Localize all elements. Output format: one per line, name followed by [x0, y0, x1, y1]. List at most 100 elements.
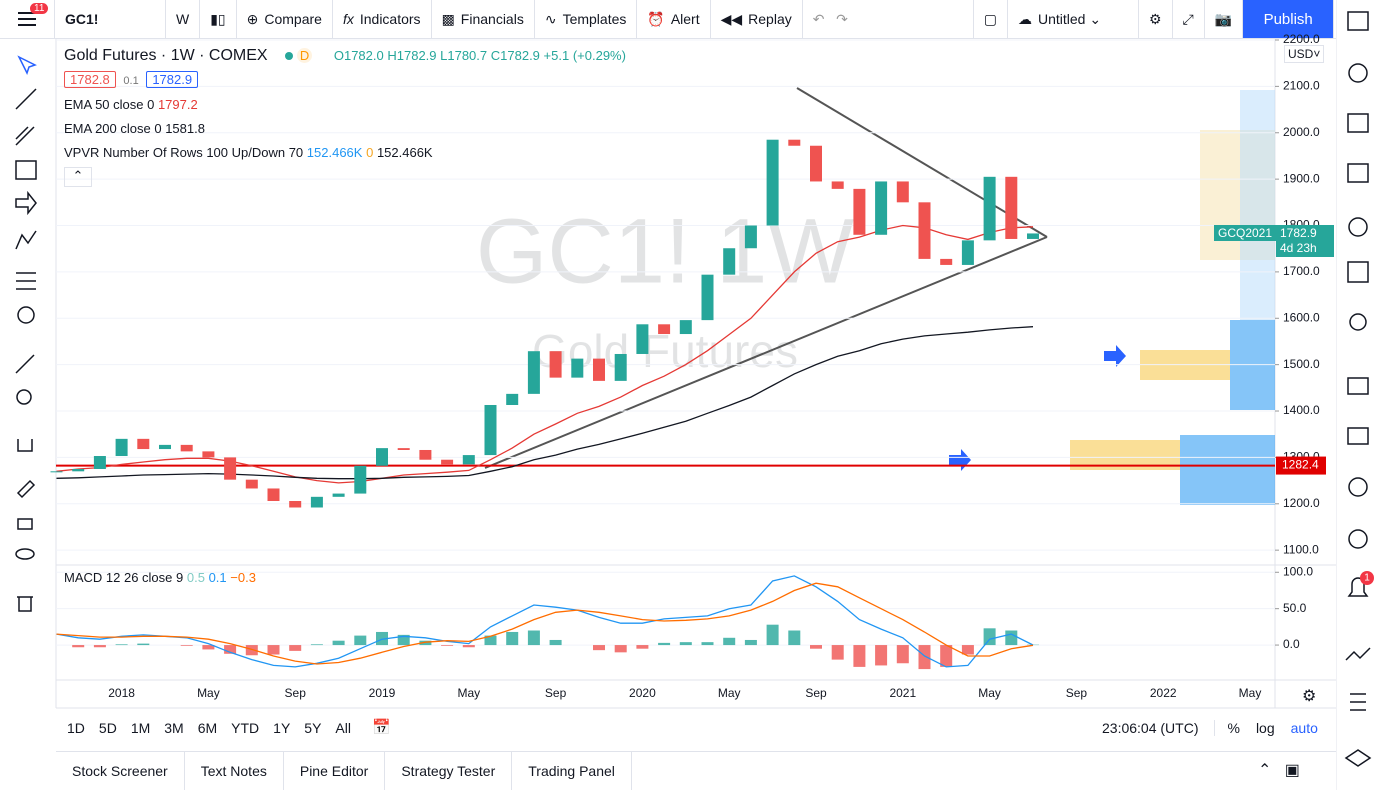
range-button[interactable]: 5D — [92, 720, 124, 736]
range-button[interactable]: All — [328, 720, 358, 736]
candle — [485, 405, 497, 455]
candle — [897, 181, 909, 202]
ask[interactable]: 1782.9 — [146, 71, 198, 88]
legend-row: 1782.8 0.1 1782.9 — [64, 68, 626, 93]
panel-tab[interactable]: Strategy Tester — [385, 752, 512, 790]
candle — [354, 466, 366, 494]
candle — [767, 140, 779, 226]
trend-icon[interactable] — [1346, 648, 1370, 660]
candle — [441, 460, 453, 465]
panel-tab[interactable]: Trading Panel — [512, 752, 632, 790]
candle — [702, 275, 714, 320]
axis-settings[interactable]: ⚙ — [1302, 686, 1316, 706]
chat[interactable] — [1348, 378, 1368, 394]
close: C1782.9 — [491, 48, 540, 63]
change: +5.1 (+0.29%) — [544, 48, 626, 63]
panel-tab[interactable]: Pine Editor — [284, 752, 385, 790]
macd-histogram-bar — [441, 645, 453, 646]
candle — [419, 450, 431, 460]
streams[interactable] — [1348, 428, 1368, 444]
candle — [875, 181, 887, 234]
macd-histogram-bar — [289, 645, 301, 651]
candle — [788, 140, 800, 146]
layers[interactable] — [1346, 750, 1370, 766]
macd-histogram-bar — [116, 644, 128, 645]
collapse-legend[interactable]: ⌃ — [64, 167, 92, 187]
candle — [853, 189, 865, 235]
candle — [268, 488, 280, 501]
macd-histogram-bar — [593, 645, 605, 650]
candle — [333, 494, 345, 497]
legend-row: Gold Futures · 1W · COMEX D O1782.0 H178… — [64, 44, 626, 68]
spread: 0.1 — [123, 75, 138, 87]
currency[interactable]: USD˅ — [1284, 45, 1324, 63]
auto-toggle[interactable]: auto — [1291, 720, 1318, 736]
candle — [940, 259, 952, 265]
x-tick-label: Sep — [805, 686, 827, 700]
object-tree[interactable] — [1350, 694, 1366, 710]
last-symbol: GCQ2021 — [1214, 225, 1276, 241]
tips[interactable] — [1349, 478, 1367, 496]
macd-histogram-bar — [680, 642, 692, 645]
broadcast[interactable] — [1349, 530, 1367, 548]
vpvr-down: 152.466K — [377, 145, 433, 160]
last-price: 1782.9 — [1280, 226, 1330, 241]
candle — [745, 226, 757, 249]
legend: Gold Futures · 1W · COMEX D O1782.0 H178… — [64, 44, 626, 187]
x-tick-label: May — [718, 686, 741, 700]
range-button[interactable]: 3M — [157, 720, 190, 736]
macd-histogram-bar — [268, 645, 280, 654]
data-window[interactable] — [1349, 218, 1367, 236]
candle — [398, 448, 410, 450]
goto-date[interactable]: 📅 — [372, 718, 391, 736]
range-button[interactable]: YTD — [224, 720, 266, 736]
range-button[interactable]: 1D — [60, 720, 92, 736]
candle — [571, 359, 583, 378]
candle — [181, 445, 193, 451]
range-button[interactable]: 1M — [124, 720, 157, 736]
macd-histogram-bar — [94, 645, 106, 647]
ohlc: O1782.0 H1782.9 L1780.7 C1782.9 +5.1 (+0… — [334, 48, 626, 63]
range-button[interactable]: 6M — [191, 720, 224, 736]
high: H1782.9 — [387, 48, 436, 63]
macd-histogram-bar — [550, 640, 562, 645]
bid[interactable]: 1782.8 — [64, 71, 116, 88]
candle — [1027, 233, 1039, 239]
hotlists[interactable] — [1348, 164, 1368, 182]
delay-flag: D — [297, 48, 312, 63]
macd-histogram-bar — [940, 645, 952, 667]
log-toggle[interactable]: log — [1256, 720, 1275, 736]
macd-histogram-bar — [875, 645, 887, 665]
macd-histogram-bar — [333, 641, 345, 645]
panel-tab[interactable]: Stock Screener — [56, 752, 185, 790]
candle — [311, 497, 323, 508]
x-tick-label: 2018 — [108, 686, 135, 700]
news[interactable] — [1348, 114, 1368, 132]
calendar[interactable] — [1348, 262, 1368, 282]
macd-histogram-bar — [137, 644, 149, 645]
currency-label: USD — [1288, 47, 1313, 61]
ema200-value: 1581.8 — [165, 121, 205, 136]
y-tick-label: 1200.0 — [1283, 496, 1320, 510]
percent-toggle[interactable]: % — [1214, 720, 1239, 736]
candle — [246, 480, 258, 489]
range-button[interactable]: 1Y — [266, 720, 297, 736]
alerts[interactable] — [1349, 64, 1367, 82]
candle — [72, 469, 84, 471]
macd-histogram-bar — [745, 640, 757, 645]
ideas[interactable] — [1350, 314, 1366, 330]
panel-controls[interactable]: ⌃ ▣ — [1258, 760, 1300, 780]
macd-histogram-bar — [723, 638, 735, 645]
candle — [376, 448, 388, 466]
candle — [506, 394, 518, 405]
status-dot — [285, 52, 293, 60]
x-tick-label: Sep — [545, 686, 567, 700]
panel-tab[interactable]: Text Notes — [185, 752, 284, 790]
right-sidebar: 1 — [1336, 0, 1380, 790]
candle — [159, 445, 171, 449]
watchlist[interactable] — [1348, 12, 1368, 30]
range-button[interactable]: 5Y — [297, 720, 328, 736]
candle — [810, 146, 822, 182]
